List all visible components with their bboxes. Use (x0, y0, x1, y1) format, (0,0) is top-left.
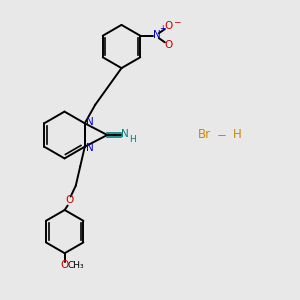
Text: −: − (173, 17, 181, 26)
Text: O: O (164, 21, 172, 31)
Text: Br: Br (197, 128, 211, 142)
Text: O: O (65, 195, 73, 205)
Text: H: H (129, 135, 136, 144)
Text: N: N (152, 30, 160, 40)
Text: N: N (122, 129, 129, 139)
Text: −: − (217, 128, 227, 142)
Text: O: O (164, 40, 172, 50)
Text: +: + (159, 24, 166, 33)
Text: N: N (86, 117, 94, 127)
Text: N: N (86, 143, 94, 153)
Text: CH₃: CH₃ (68, 261, 84, 270)
Text: H: H (232, 128, 242, 142)
Text: O: O (61, 260, 69, 270)
